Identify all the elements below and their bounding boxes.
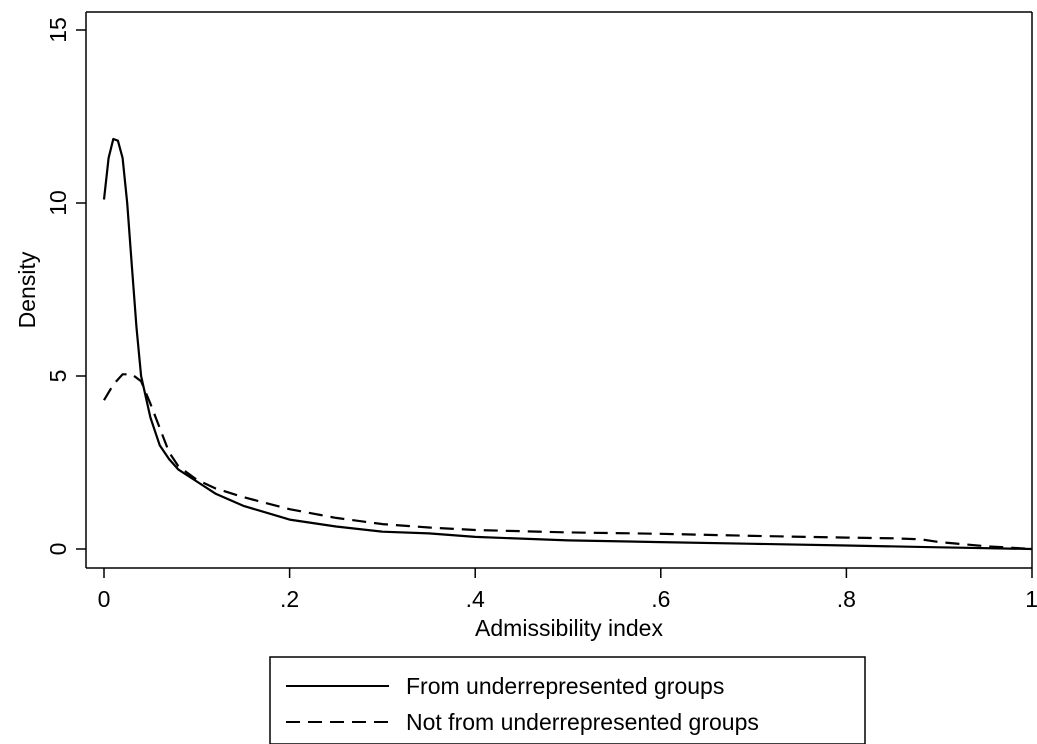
y-tick-label: 15 <box>45 17 71 43</box>
y-axis-ticks: 0 5 10 15 <box>45 17 86 555</box>
legend-item-underrepresented: From underrepresented groups <box>286 673 724 699</box>
series-line-underrepresented <box>102 137 1033 551</box>
legend-label-underrepresented: From underrepresented groups <box>406 673 724 699</box>
legend-item-not-underrepresented: Not from underrepresented groups <box>286 709 759 735</box>
series-lines <box>102 137 1033 551</box>
x-tick-label: .6 <box>651 586 670 612</box>
legend: From underrepresented groups Not from un… <box>269 656 866 744</box>
x-axis-title: Admissibility index <box>475 615 663 641</box>
plot-area: 0 .2 .4 .6 .8 1 0 5 10 15 <box>45 11 1037 612</box>
legend-box <box>269 656 866 744</box>
legend-label-not-underrepresented: Not from underrepresented groups <box>406 709 759 735</box>
x-tick-label: .8 <box>837 586 856 612</box>
y-tick-label: 0 <box>45 543 71 556</box>
x-tick-label: 1 <box>1025 586 1037 612</box>
x-tick-label: .2 <box>280 586 299 612</box>
series-line-not-underrepresented <box>103 373 1033 551</box>
x-tick-label: 0 <box>98 586 111 612</box>
y-axis-title: Density <box>14 251 40 328</box>
y-tick-label: 10 <box>45 190 71 216</box>
x-tick-label: .4 <box>466 586 485 612</box>
x-axis-ticks: 0 .2 .4 .6 .8 1 <box>98 568 1037 612</box>
y-tick-label: 5 <box>45 370 71 383</box>
